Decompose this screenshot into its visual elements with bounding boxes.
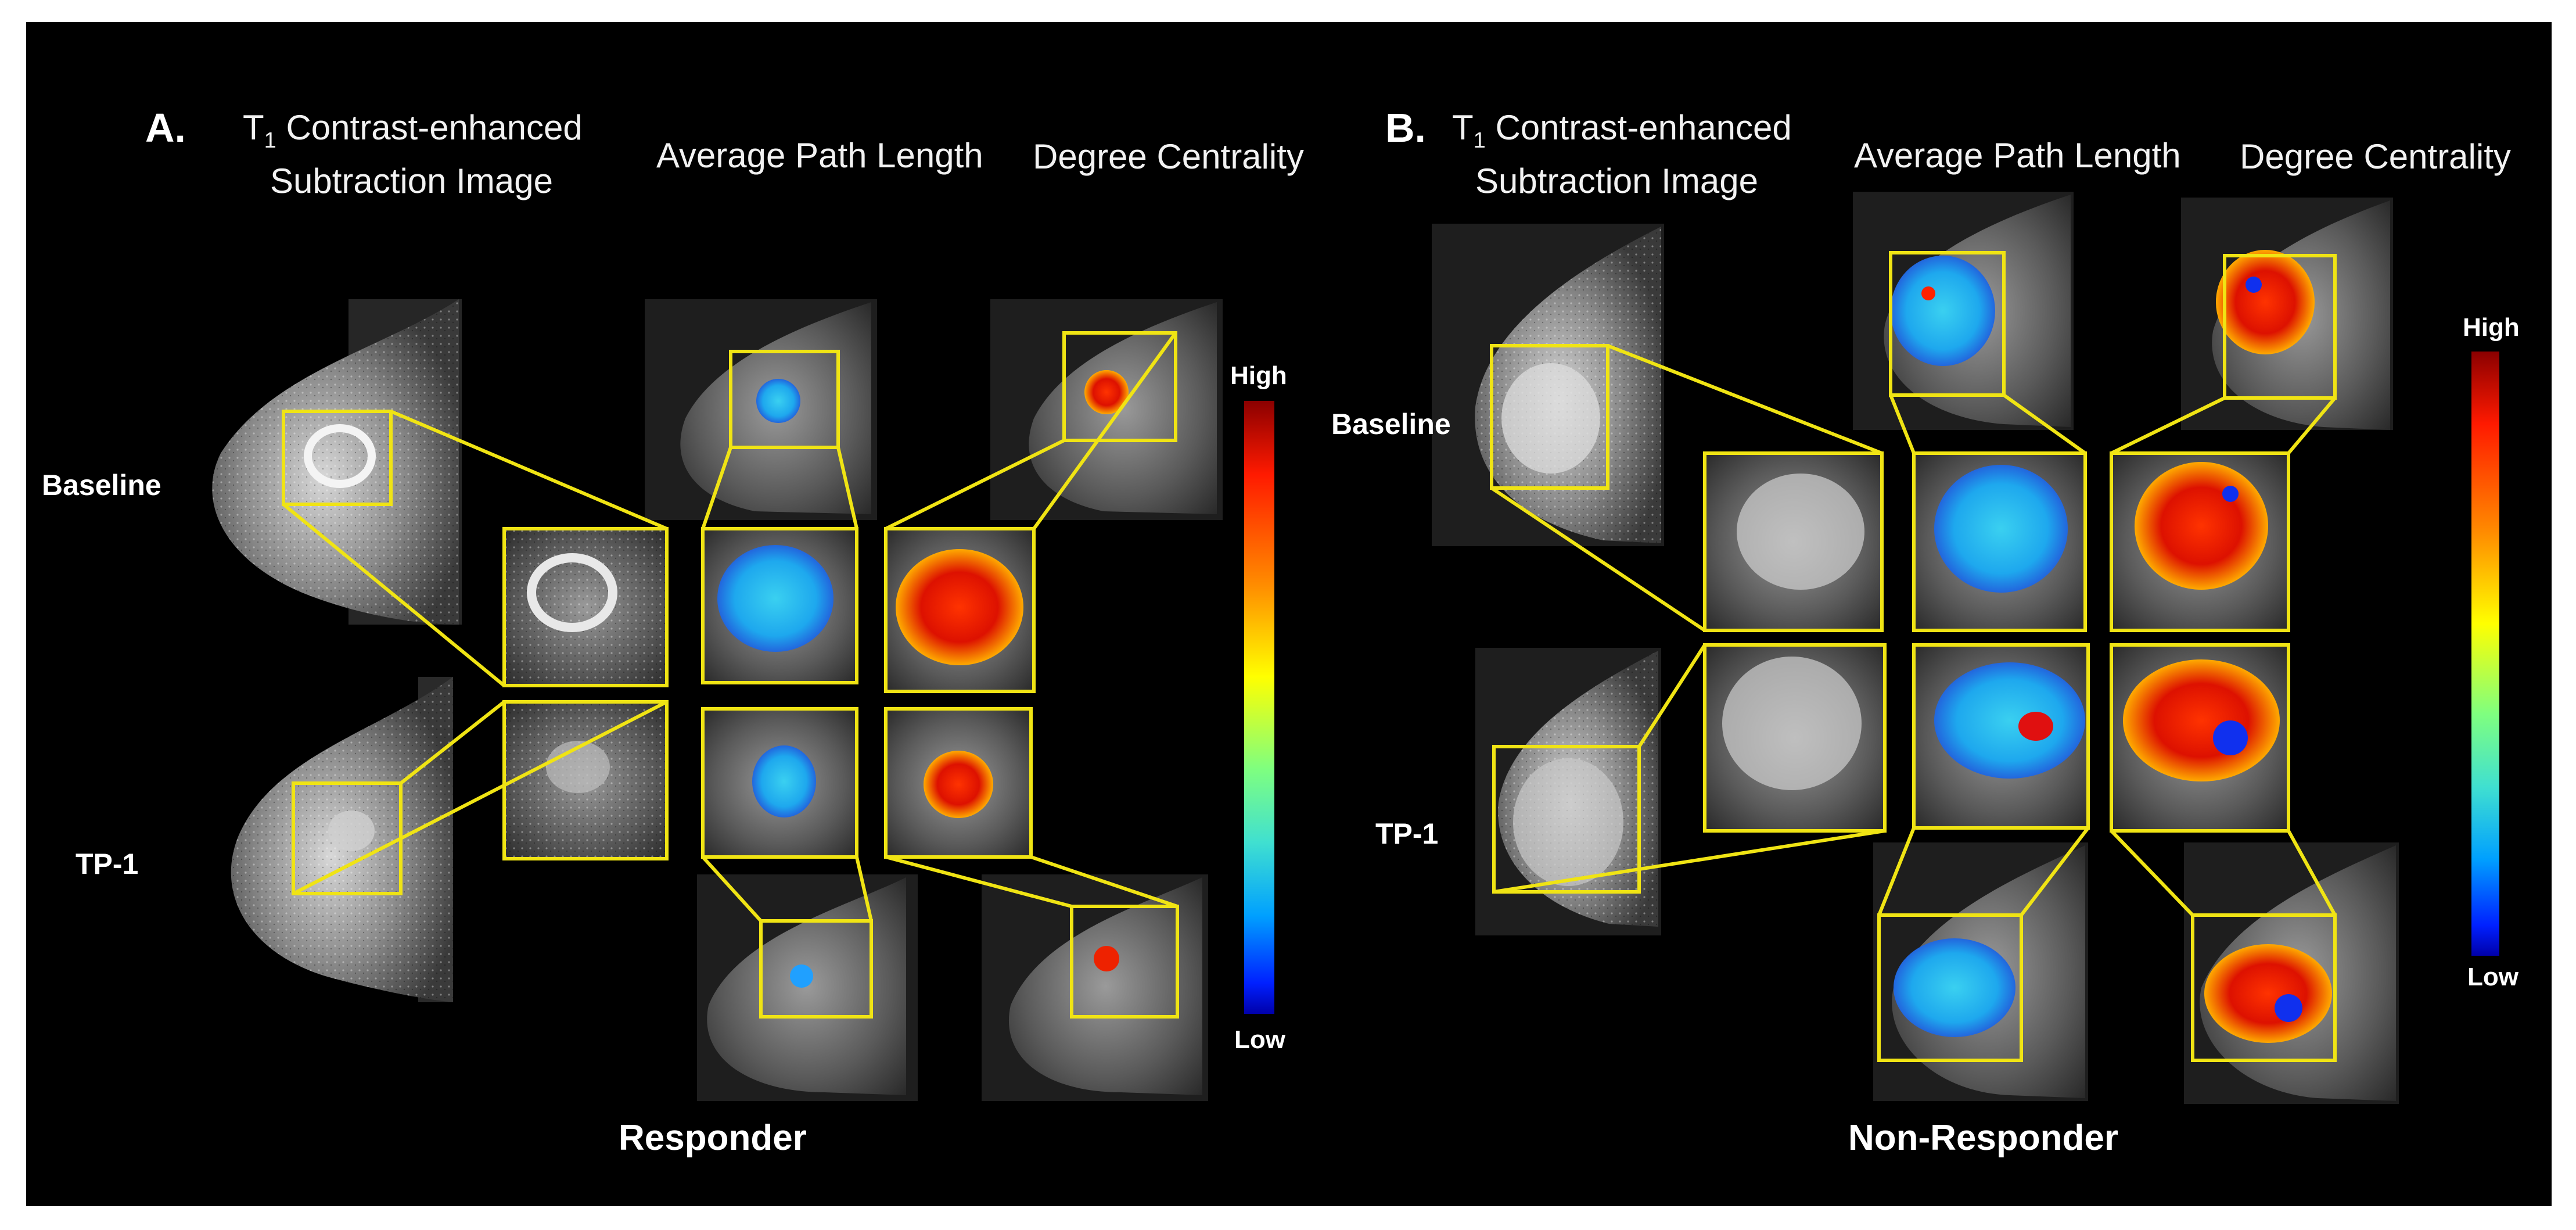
a-apl-baseline-zoom [703, 529, 857, 683]
b-tp1-zoom-crop [1705, 645, 1885, 831]
a-panel-label: A. [145, 105, 186, 150]
a-dc-tp1-overview [982, 874, 1208, 1101]
a-apl-tp1-zoom [703, 709, 857, 857]
a-apl-baseline-overview [645, 299, 877, 520]
b-col1-header-line2: Subtraction Image [1475, 162, 1758, 200]
a-colorbar [1244, 401, 1274, 1014]
b-tp1-subtraction-image [1475, 648, 1661, 935]
a-baseline-subtraction-image [212, 299, 462, 625]
a-col1-header-line1: T1 Contrast-enhanced [243, 108, 583, 152]
b-colorbar-low: Low [2467, 963, 2518, 991]
b-apl-tp1-zoom [1914, 645, 2088, 828]
a-highlight-boxes [282, 331, 1179, 1019]
a-col1-header-line2: Subtraction Image [270, 162, 553, 200]
b-dc-baseline-zoom [2111, 453, 2288, 630]
a-col1-header-sub: 1 [264, 128, 276, 153]
a-row-label-tp1: TP-1 [76, 848, 139, 880]
a-group-label: Responder [619, 1118, 807, 1158]
b-dc-baseline-overview [2181, 198, 2393, 430]
b-dc-tp1-overview [2184, 842, 2399, 1104]
a-apl-tp1-overview [697, 874, 918, 1101]
b-dc-tp1-zoom [2111, 645, 2288, 831]
b-row-label-baseline: Baseline [1331, 408, 1451, 440]
a-dc-baseline-zoom [886, 529, 1034, 691]
b-col1-header-line1: T1 Contrast-enhanced [1452, 108, 1792, 152]
a-tp1-zoom-crop [504, 702, 667, 859]
a-colorbar-high: High [1230, 361, 1287, 390]
b-col1-header-text: Contrast-enhanced [1495, 108, 1792, 147]
b-panel-label: B. [1385, 105, 1426, 150]
b-colorbar-high: High [2463, 313, 2520, 342]
b-col1-header-sym: T [1452, 108, 1474, 147]
b-row-label-tp1: TP-1 [1375, 817, 1439, 850]
a-col1-header-text: Contrast-enhanced [286, 108, 583, 147]
b-colorbar [2471, 352, 2499, 956]
b-col3-header: Degree Centrality [2240, 137, 2511, 176]
a-col3-header: Degree Centrality [1033, 137, 1304, 176]
b-apl-baseline-zoom [1914, 453, 2085, 630]
a-dc-tp1-zoom [886, 709, 1031, 857]
b-baseline-subtraction-image [1432, 224, 1664, 546]
b-col2-header: Average Path Length [1854, 136, 2181, 175]
b-highlight-boxes [1490, 251, 2337, 1062]
a-col2-header: Average Path Length [656, 136, 983, 175]
b-group-label: Non-Responder [1848, 1118, 2118, 1158]
a-row-label-baseline: Baseline [42, 469, 161, 501]
a-col1-header-sym: T [243, 108, 264, 147]
b-baseline-zoom-crop [1705, 453, 1882, 630]
a-tp1-subtraction-image [231, 677, 453, 1002]
a-baseline-zoom-crop [504, 529, 667, 686]
b-apl-tp1-overview [1873, 842, 2088, 1101]
b-col1-header-sub: 1 [1473, 128, 1486, 153]
a-colorbar-low: Low [1234, 1025, 1285, 1054]
